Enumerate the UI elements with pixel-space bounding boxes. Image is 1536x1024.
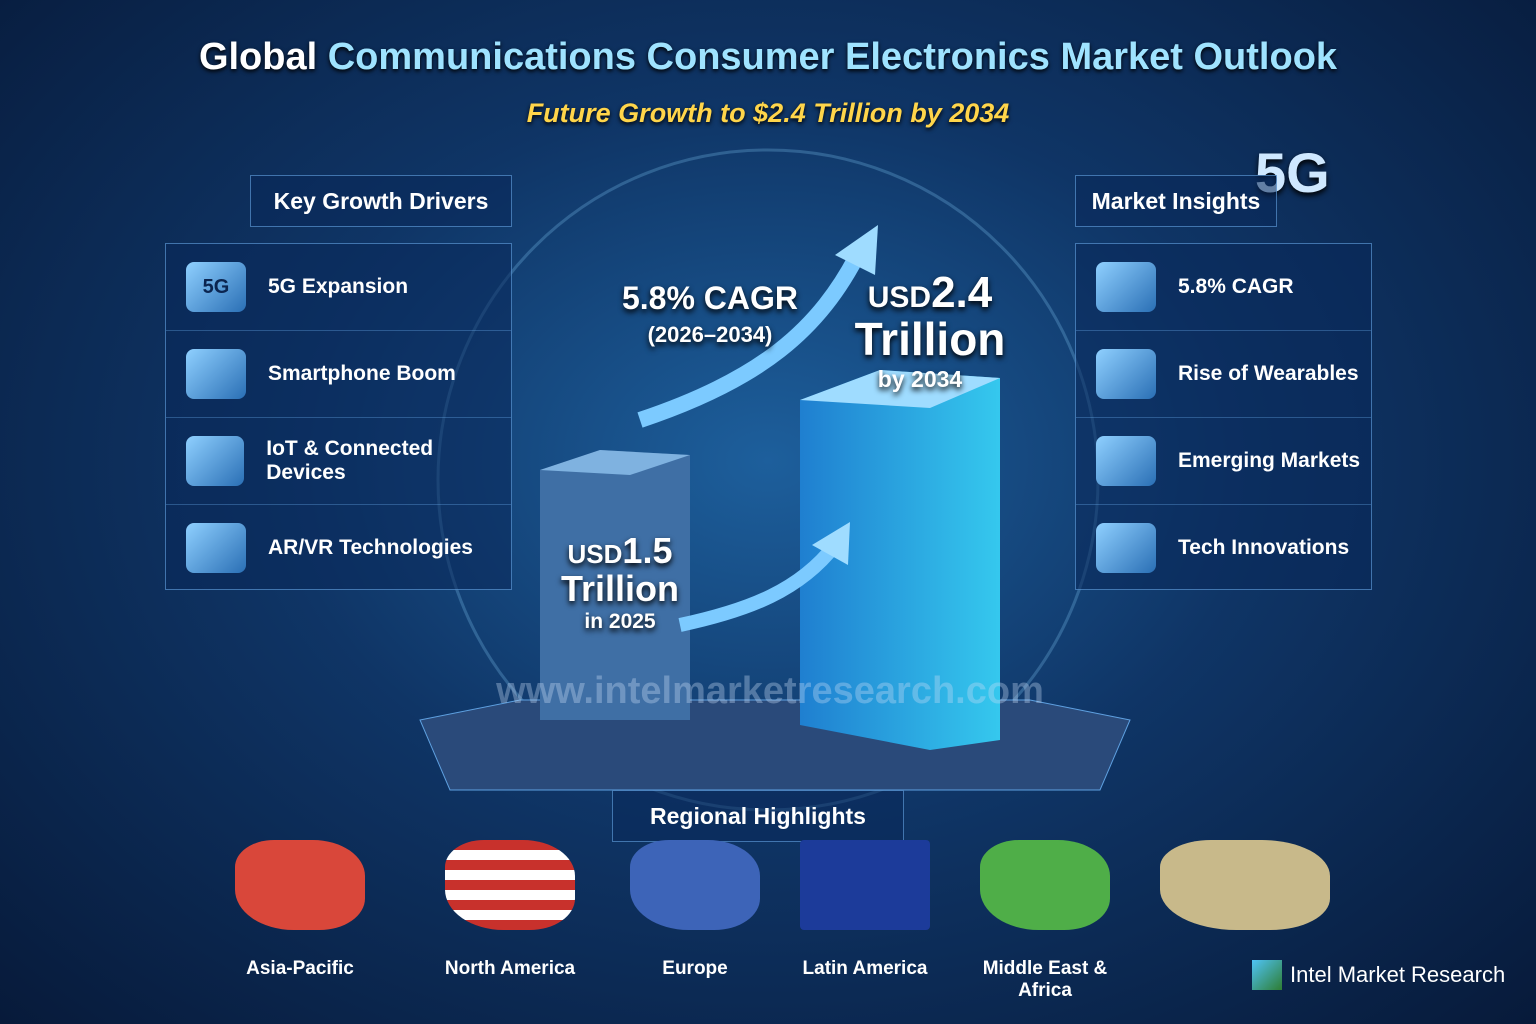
unit: Trillion	[560, 568, 679, 609]
region: North America	[435, 830, 585, 1000]
year: by 2034	[877, 366, 963, 392]
icon	[1096, 262, 1156, 312]
cagr-period: (2026–2034)	[647, 322, 773, 347]
insights-title: Market Insights	[1091, 188, 1261, 214]
driver: AR/VR Technologies	[268, 536, 473, 559]
drivers-title: Key Growth Drivers	[273, 188, 489, 214]
icon	[1096, 436, 1156, 486]
currency: USD	[867, 281, 932, 314]
brand: Intel Market Research	[1252, 960, 1505, 990]
insights-title-box: Market Insights	[1075, 175, 1277, 227]
title-rest: Communications Consumer Electronics Mark…	[327, 36, 1338, 78]
icon	[1096, 523, 1156, 573]
icon	[1096, 349, 1156, 399]
currency: USD	[567, 539, 623, 569]
driver: Smartphone Boom	[268, 362, 456, 385]
drivers-title-box: Key Growth Drivers	[250, 175, 512, 227]
icon	[186, 523, 246, 573]
drivers-panel: 5G 5G Expansion Smartphone Boom IoT & Con…	[165, 243, 512, 590]
insight-row: Tech Innovations	[1076, 505, 1371, 591]
region-map	[1150, 830, 1340, 1000]
region: Latin America	[790, 830, 940, 1000]
region-label: Latin America	[802, 958, 928, 979]
region: Europe	[620, 830, 770, 1000]
insight-row: Emerging Markets	[1076, 418, 1371, 505]
icon: 5G	[186, 262, 246, 312]
region-label: Middle East & Africa	[982, 958, 1108, 1001]
unit: Trillion	[854, 313, 1006, 365]
driver-row: Smartphone Boom	[166, 331, 511, 418]
region-label: North America	[444, 958, 576, 979]
regions-title: Regional Highlights	[650, 803, 866, 829]
amount: 2.4	[931, 268, 993, 317]
driver: 5G Expansion	[268, 275, 409, 298]
driver-row: 5G 5G Expansion	[166, 244, 511, 331]
icon	[186, 436, 245, 486]
region: Asia-Pacific	[225, 830, 375, 1000]
title: Global Communications Consumer Electroni…	[0, 36, 1536, 79]
region: Middle East & Africa	[970, 830, 1120, 1001]
title-lead: Global	[198, 36, 318, 78]
driver: IoT & Connected Devices	[266, 437, 434, 484]
future-value: USD2.4	[840, 268, 1020, 318]
cagr: 5.8% CAGR	[621, 280, 799, 316]
year: in 2025	[584, 610, 656, 633]
insights-panel: 5.8% CAGR Rise of Wearables Emerging Mar…	[1075, 243, 1372, 590]
current-value: USD1.5	[540, 530, 700, 572]
amount: 1.5	[622, 530, 673, 571]
regions-title-box: Regional Highlights	[612, 790, 904, 842]
insight: 5.8% CAGR	[1178, 275, 1294, 298]
brand-name: Intel Market Research	[1290, 962, 1506, 987]
driver-row: AR/VR Technologies	[166, 505, 511, 591]
insight-row: 5.8% CAGR	[1076, 244, 1371, 331]
watermark: www.intelmarketresearch.com	[496, 670, 1044, 712]
insight: Tech Innovations	[1178, 536, 1350, 559]
insight-row: Rise of Wearables	[1076, 331, 1371, 418]
subtitle: Future Growth to $2.4 Trillion by 2034	[526, 98, 1010, 128]
insight: Rise of Wearables	[1178, 362, 1359, 385]
region-label: Europe	[662, 958, 728, 979]
region-label: Asia-Pacific	[246, 958, 354, 979]
driver-row: IoT & Connected Devices	[166, 418, 511, 505]
icon	[186, 349, 246, 399]
insight: Emerging Markets	[1178, 449, 1361, 472]
